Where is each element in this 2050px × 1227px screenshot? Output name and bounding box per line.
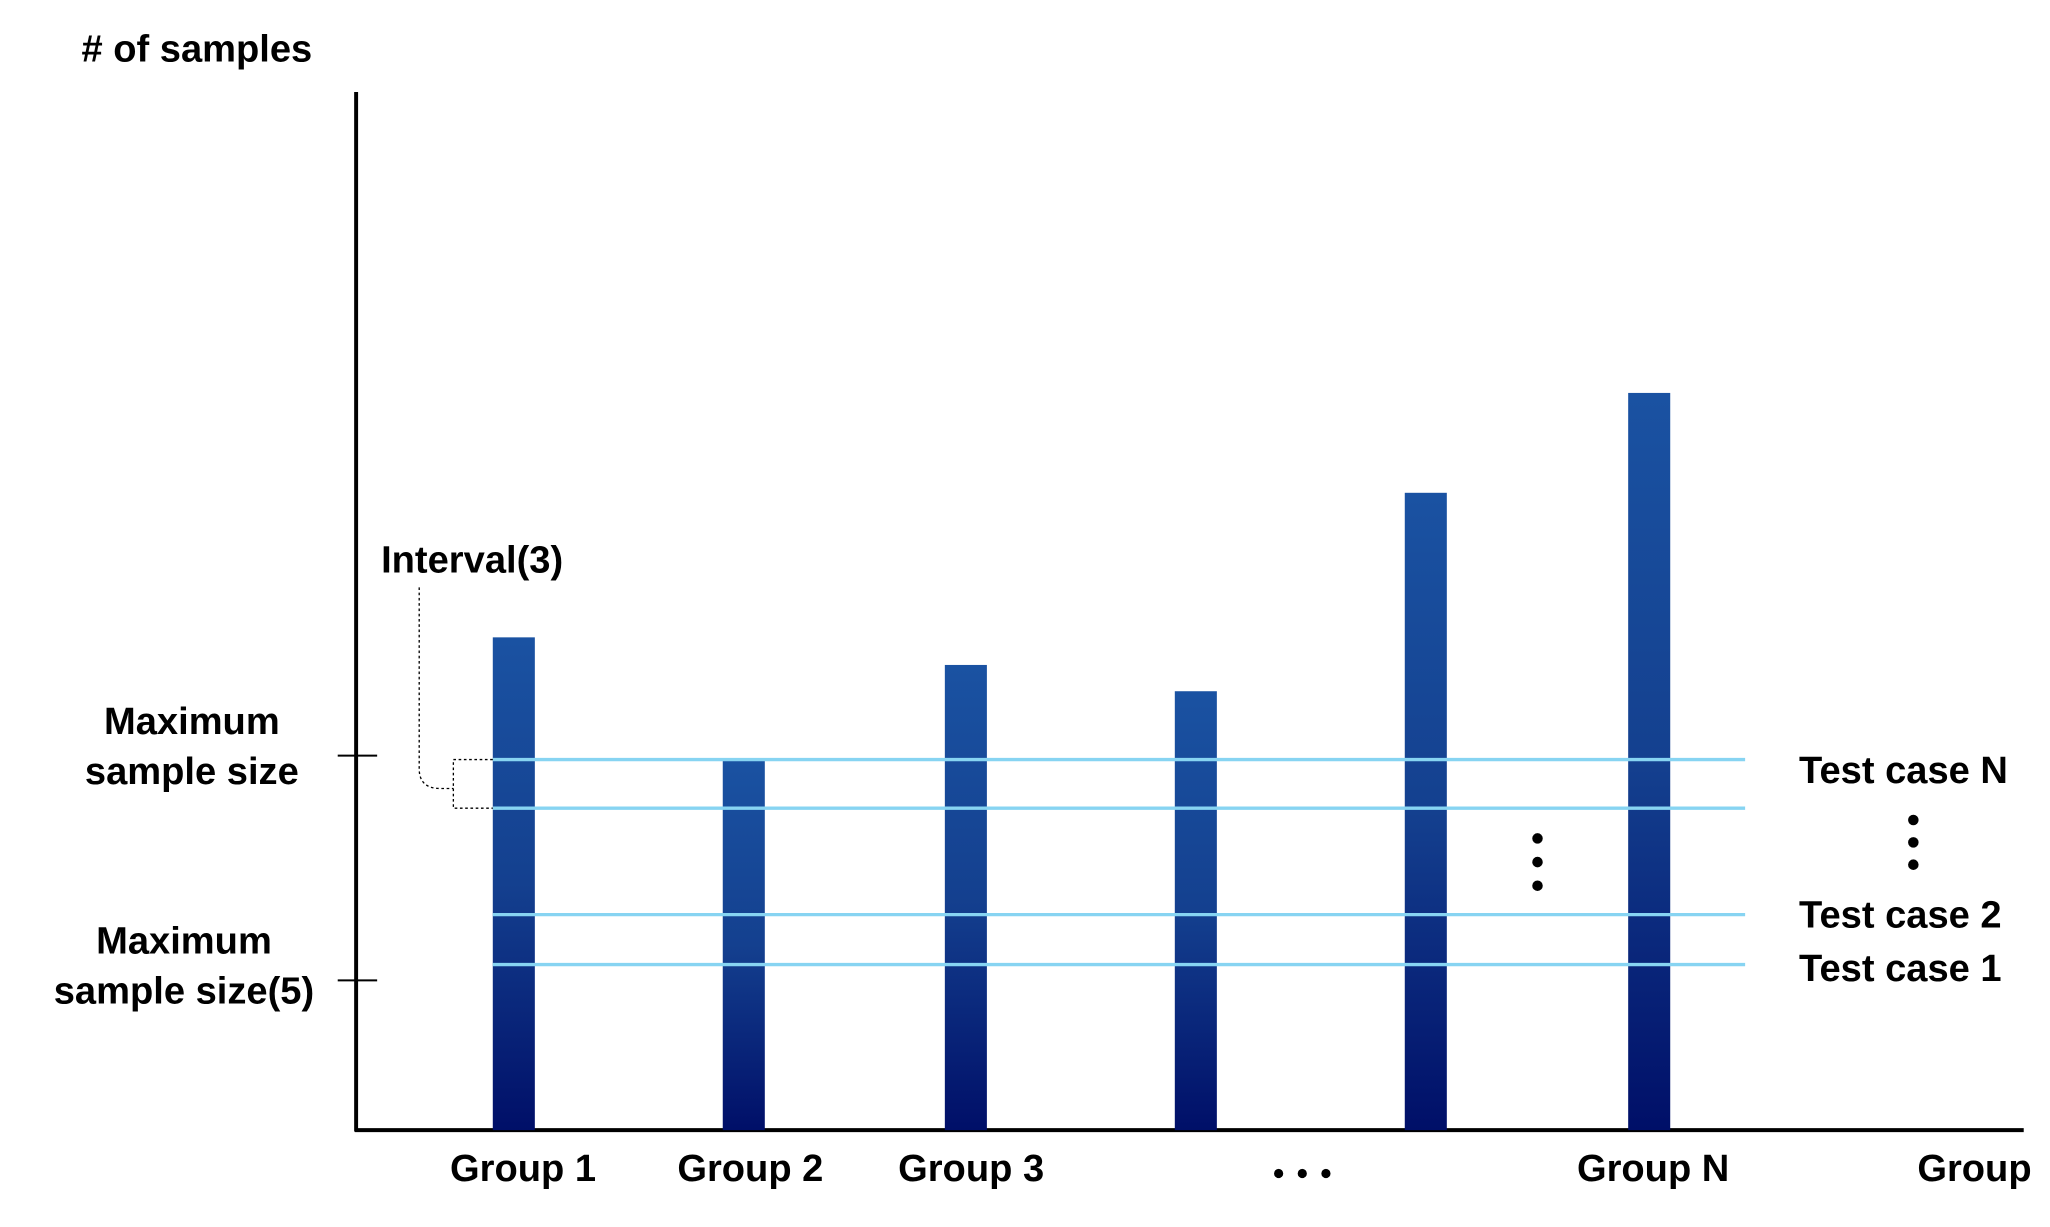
group-label: Group 2 bbox=[677, 1148, 823, 1190]
x-axis-label: Group bbox=[1917, 1148, 2031, 1190]
y-axis-label: # of samples bbox=[81, 28, 312, 70]
y-label: sample size bbox=[85, 751, 299, 793]
ellipsis bbox=[1532, 833, 1543, 891]
dot bbox=[1908, 859, 1919, 870]
bar bbox=[1628, 392, 1671, 1131]
y-label: sample size(5) bbox=[54, 971, 314, 1013]
bar bbox=[1404, 492, 1447, 1131]
bar bbox=[944, 664, 987, 1131]
dot bbox=[1532, 856, 1543, 868]
bar bbox=[1174, 691, 1217, 1131]
annotation: Interval(3) bbox=[381, 540, 563, 582]
dot bbox=[1908, 814, 1919, 826]
y-label: Maximum bbox=[96, 921, 272, 963]
dot bbox=[1274, 1168, 1284, 1179]
test-case-label: Test case 2 bbox=[1799, 894, 2002, 936]
ellipsis bbox=[1274, 1168, 1331, 1179]
test-case-lines bbox=[492, 757, 1746, 967]
annotation-leader bbox=[418, 587, 454, 790]
test-case-label: Test case 1 bbox=[1799, 948, 2002, 990]
dot bbox=[1297, 1168, 1307, 1179]
dot bbox=[1532, 833, 1543, 844]
group-label: Group 3 bbox=[898, 1148, 1044, 1190]
interval-bracket bbox=[452, 758, 493, 809]
group-label: Group 1 bbox=[450, 1148, 596, 1190]
bar bbox=[722, 759, 765, 1131]
group-label: Group N bbox=[1577, 1148, 1729, 1190]
dot bbox=[1908, 837, 1919, 848]
dot bbox=[1532, 880, 1543, 891]
y-label: Maximum bbox=[104, 701, 280, 743]
bar bbox=[492, 637, 535, 1131]
test-case-label: Test case N bbox=[1799, 750, 2008, 792]
dot bbox=[1321, 1168, 1331, 1179]
ellipsis bbox=[1908, 814, 1919, 870]
